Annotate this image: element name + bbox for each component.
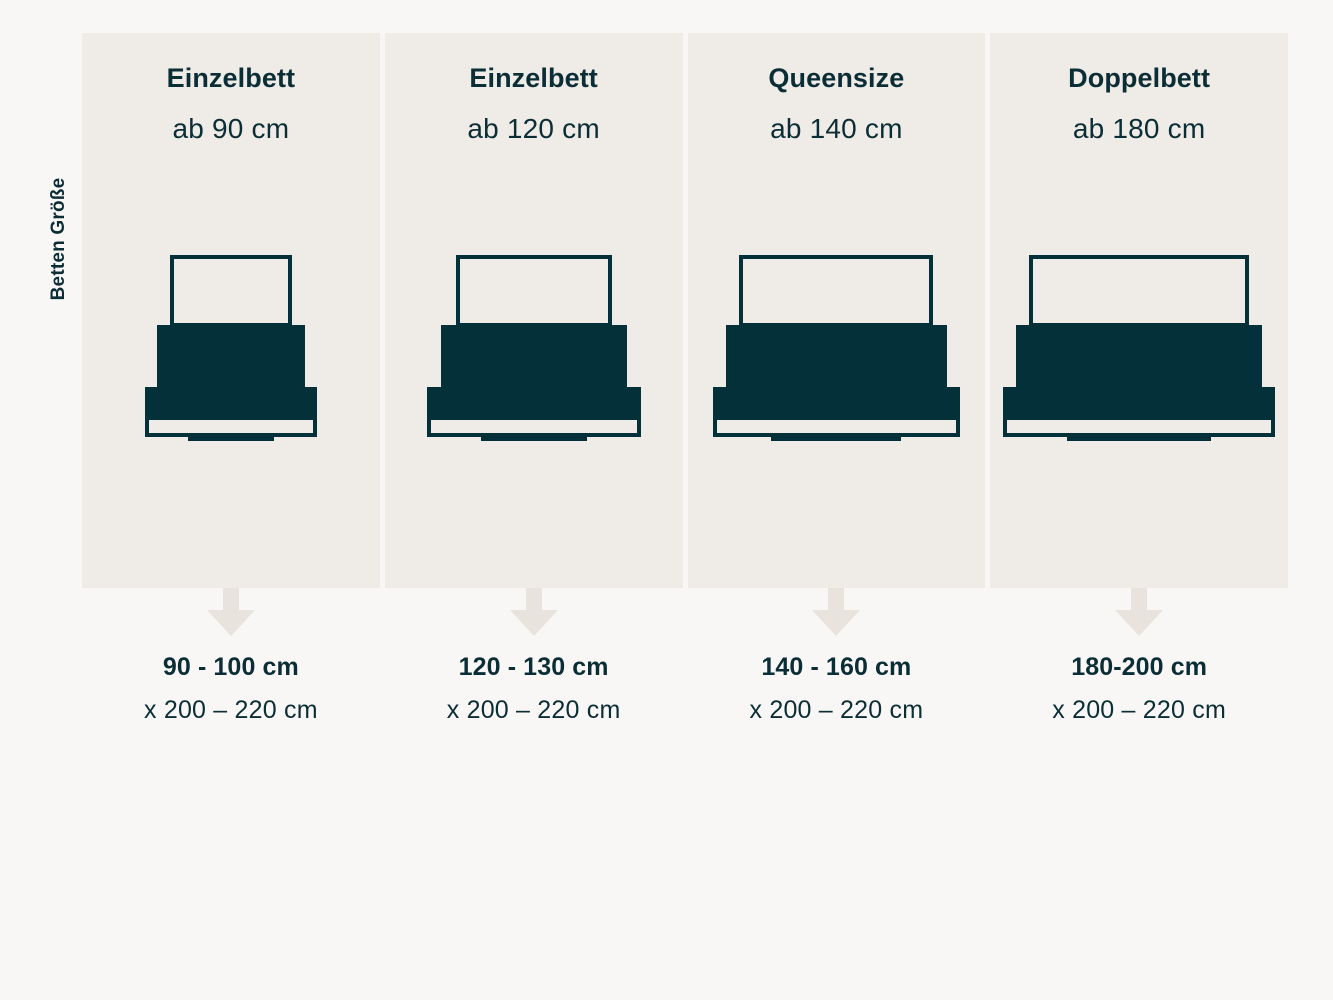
panel-subtitle: ab 180 cm bbox=[1072, 113, 1206, 144]
caption-length: x 200 – 220 cm bbox=[1052, 696, 1226, 724]
panel-title: Queensize bbox=[768, 63, 905, 93]
caption-row: 90 - 100 cm x 200 – 220 cm 120 - 130 cm … bbox=[82, 655, 1288, 745]
panel-heading: Einzelbett ab 120 cm bbox=[385, 65, 683, 143]
caption-width: 140 - 160 cm bbox=[761, 653, 912, 681]
down-arrow-icon bbox=[509, 588, 558, 636]
axis-label-betten-groesse: Betten Größe bbox=[48, 177, 69, 301]
column-panel-einzelbett-90: Einzelbett ab 90 cm bbox=[82, 33, 380, 588]
down-arrow-icon bbox=[206, 588, 255, 636]
caption-length: x 200 – 220 cm bbox=[749, 696, 924, 724]
caption-queensize-140: 140 - 160 cm x 200 – 220 cm bbox=[688, 655, 986, 745]
bed-illustration bbox=[385, 251, 683, 451]
caption-einzelbett-120: 120 - 130 cm x 200 – 220 cm bbox=[385, 655, 683, 745]
column-panel-queensize-140: Queensize ab 140 cm bbox=[687, 33, 986, 588]
caption-length: x 200 – 220 cm bbox=[446, 696, 621, 724]
bed-illustration bbox=[82, 251, 380, 451]
arrow-cell bbox=[688, 588, 986, 638]
panel-row: Einzelbett ab 90 cm Einzelbett ab 120 cm bbox=[82, 33, 1288, 588]
bed-icon bbox=[1003, 255, 1276, 441]
bed-illustration bbox=[688, 251, 986, 451]
bed-icon bbox=[712, 255, 960, 441]
caption-doppelbett-180: 180-200 cm x 200 – 220 cm bbox=[990, 655, 1288, 745]
caption-einzelbett-90: 90 - 100 cm x 200 – 220 cm bbox=[82, 655, 380, 745]
column-panel-einzelbett-120: Einzelbett ab 120 cm bbox=[384, 33, 683, 588]
panel-subtitle: ab 90 cm bbox=[172, 113, 290, 144]
bed-icon bbox=[426, 255, 641, 441]
down-arrow-icon bbox=[1115, 588, 1164, 636]
panel-subtitle: ab 140 cm bbox=[770, 113, 903, 144]
caption-length: x 200 – 220 cm bbox=[144, 696, 318, 724]
panel-heading: Doppelbett ab 180 cm bbox=[990, 65, 1288, 143]
bed-icon bbox=[144, 255, 317, 441]
panel-subtitle: ab 120 cm bbox=[467, 113, 600, 144]
caption-width: 180-200 cm bbox=[1071, 653, 1208, 681]
column-panel-doppelbett-180: Doppelbett ab 180 cm bbox=[990, 33, 1288, 588]
arrow-cell bbox=[385, 588, 683, 638]
arrow-cell bbox=[82, 588, 380, 638]
panel-heading: Einzelbett ab 90 cm bbox=[82, 65, 380, 143]
caption-width: 120 - 130 cm bbox=[458, 653, 609, 681]
panel-title: Einzelbett bbox=[166, 63, 296, 93]
arrow-row bbox=[82, 588, 1288, 638]
caption-width: 90 - 100 cm bbox=[162, 653, 299, 681]
panel-heading: Queensize ab 140 cm bbox=[688, 65, 986, 143]
panel-title: Einzelbett bbox=[469, 63, 598, 93]
bed-illustration bbox=[990, 251, 1288, 451]
panel-title: Doppelbett bbox=[1068, 63, 1211, 93]
arrow-cell bbox=[990, 588, 1288, 638]
down-arrow-icon bbox=[812, 588, 861, 636]
